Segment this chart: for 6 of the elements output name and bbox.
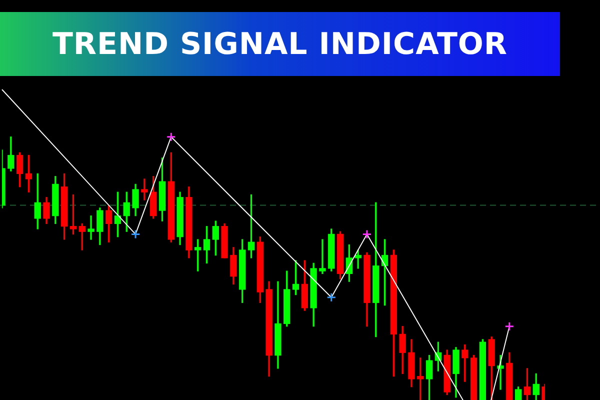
point — [504, 322, 514, 332]
point — [326, 292, 336, 302]
point — [166, 132, 176, 142]
point — [362, 229, 372, 239]
chart-title: TREND SIGNAL INDICATOR — [52, 26, 508, 62]
point — [130, 229, 140, 239]
